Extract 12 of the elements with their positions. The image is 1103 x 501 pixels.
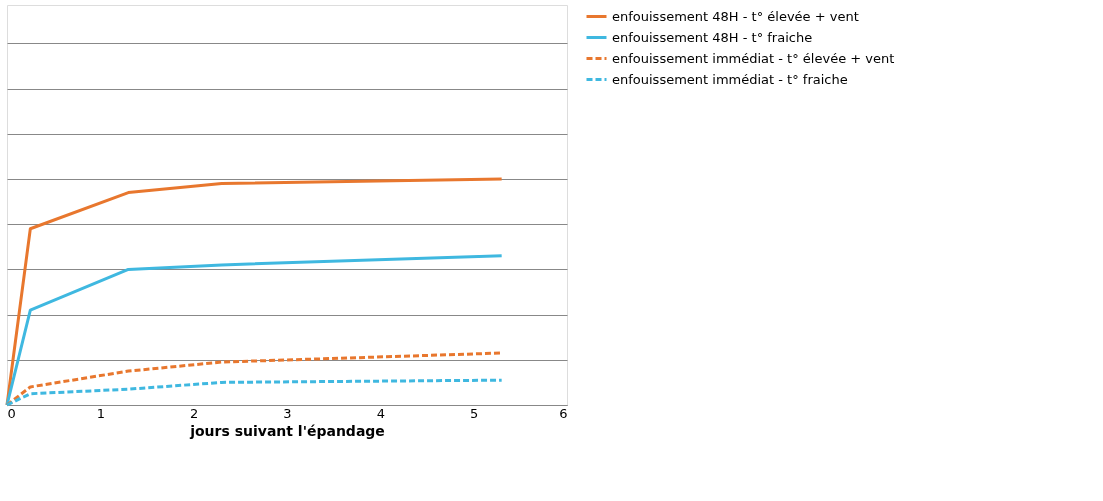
x-axis-title: jours suivant l'épandage bbox=[189, 422, 385, 439]
legend-label: enfouissement 48H - t° fraiche bbox=[612, 29, 813, 45]
legend-label: enfouissement immédiat - t° élevée + vent bbox=[612, 50, 895, 66]
x-tick-label: 4 bbox=[376, 405, 385, 421]
x-tick-label: 6 bbox=[559, 405, 568, 421]
legend-label: enfouissement 48H - t° élevée + vent bbox=[612, 8, 859, 24]
legend-label: enfouissement immédiat - t° fraiche bbox=[612, 71, 848, 87]
x-tick-label: 5 bbox=[470, 405, 479, 421]
x-tick-label: 3 bbox=[283, 405, 292, 421]
x-tick-label: 1 bbox=[96, 405, 105, 421]
x-tick-label: 0 bbox=[7, 405, 16, 421]
x-tick-label: 2 bbox=[190, 405, 199, 421]
